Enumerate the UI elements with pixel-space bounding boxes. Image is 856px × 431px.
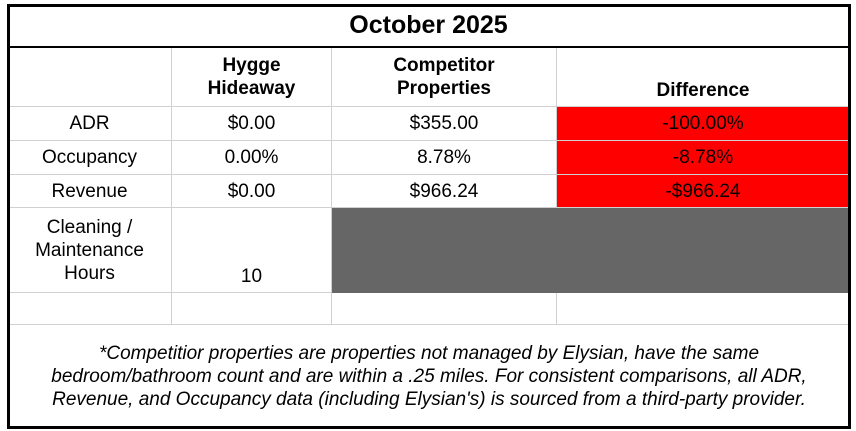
data-cell-text: -8.78% — [672, 147, 734, 168]
row-label-text: Cleaning / Maintenance Hours — [35, 216, 144, 284]
empty-cell — [172, 293, 332, 325]
row-label: Cleaning / Maintenance Hours — [8, 208, 172, 293]
data-cell-text: 0.00% — [224, 147, 279, 168]
gray-block — [332, 208, 850, 293]
column-header-text: Hygge Hideaway — [207, 55, 296, 99]
empty-cell — [8, 293, 172, 325]
data-cell: -100.00% — [557, 107, 850, 141]
column-header: Competitor Properties — [332, 48, 557, 107]
empty-cell — [332, 293, 557, 325]
data-cell: -$966.24 — [557, 175, 850, 208]
data-cell: 0.00% — [172, 141, 332, 175]
data-cell-text: -100.00% — [662, 113, 744, 134]
data-cell-text: -$966.24 — [665, 180, 741, 202]
column-header-text: Difference — [656, 80, 750, 101]
row-label-text: Revenue — [51, 180, 128, 202]
data-cell: 8.78% — [332, 141, 557, 175]
column-header: Difference — [557, 48, 850, 107]
row-label-text: Occupancy — [41, 147, 138, 168]
data-cell: $0.00 — [172, 175, 332, 208]
row-label: Occupancy — [8, 141, 172, 175]
footnote: *Competitior properties are properties n… — [8, 325, 850, 428]
column-header: Hygge Hideaway — [172, 48, 332, 107]
data-cell: $0.00 — [172, 107, 332, 141]
data-cell-text: 10 — [240, 266, 263, 287]
data-cell-text: 8.78% — [417, 147, 471, 168]
row-label: Revenue — [8, 175, 172, 208]
row-label-text: ADR — [69, 113, 110, 134]
data-cell-text: $966.24 — [409, 180, 479, 202]
row-label: ADR — [8, 107, 172, 141]
data-cell: 10 — [172, 208, 332, 293]
header-cell — [8, 48, 172, 107]
data-cell: $355.00 — [332, 107, 557, 141]
data-cell: -8.78% — [557, 141, 850, 175]
empty-cell — [557, 293, 850, 325]
title: October 2025 — [8, 5, 850, 48]
data-cell-text: $355.00 — [409, 113, 479, 134]
data-cell: $966.24 — [332, 175, 557, 208]
data-cell-text: $0.00 — [227, 180, 276, 202]
column-header-text: Competitor Properties — [393, 55, 495, 99]
data-cell-text: $0.00 — [227, 113, 276, 134]
